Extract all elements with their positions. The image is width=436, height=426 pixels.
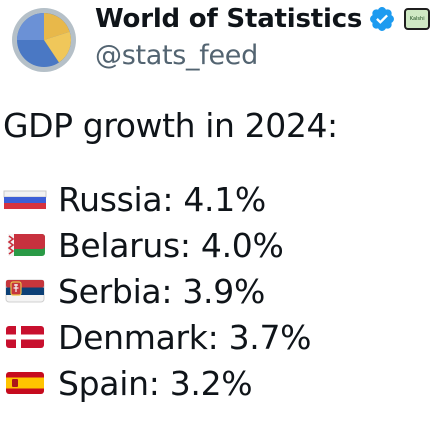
list-item-text: Denmark: 3.7% [58,317,312,357]
display-name[interactable]: World of Statistics [95,4,363,34]
list-item: Denmark: 3.7% [3,314,312,360]
list-item-text: Serbia: 3.9% [58,271,266,311]
serbia-flag-icon [5,279,45,303]
denmark-flag-icon [6,326,44,348]
list-item: Belarus: 4.0% [3,222,311,268]
handle[interactable]: @stats_feed [95,40,258,71]
russia-flag-icon [3,190,47,209]
verified-badge-icon[interactable] [368,5,396,33]
list-item-text: Russia: 4.1% [58,179,266,219]
list-item-text: Belarus: 4.0% [58,225,284,265]
spain-flag-icon [6,372,44,394]
list-item: Spain: 3.2% [3,360,311,406]
post-headline: GDP growth in 2024: [3,106,338,145]
list-item-text: Spain: 3.2% [58,363,253,403]
list-item: Russia: 4.1% [3,176,311,222]
affiliation-badge-icon[interactable]: Kalshi [404,8,431,30]
gdp-list: Russia: 4.1% Belarus: 4.0% Serbia: 3.9% … [3,176,312,406]
author-name-row: World of Statistics Kalshi [95,0,431,38]
avatar[interactable] [12,8,76,72]
affiliation-badge-text: Kalshi [409,16,425,22]
list-item: Serbia: 3.9% [3,268,311,314]
belarus-flag-icon [7,234,45,256]
